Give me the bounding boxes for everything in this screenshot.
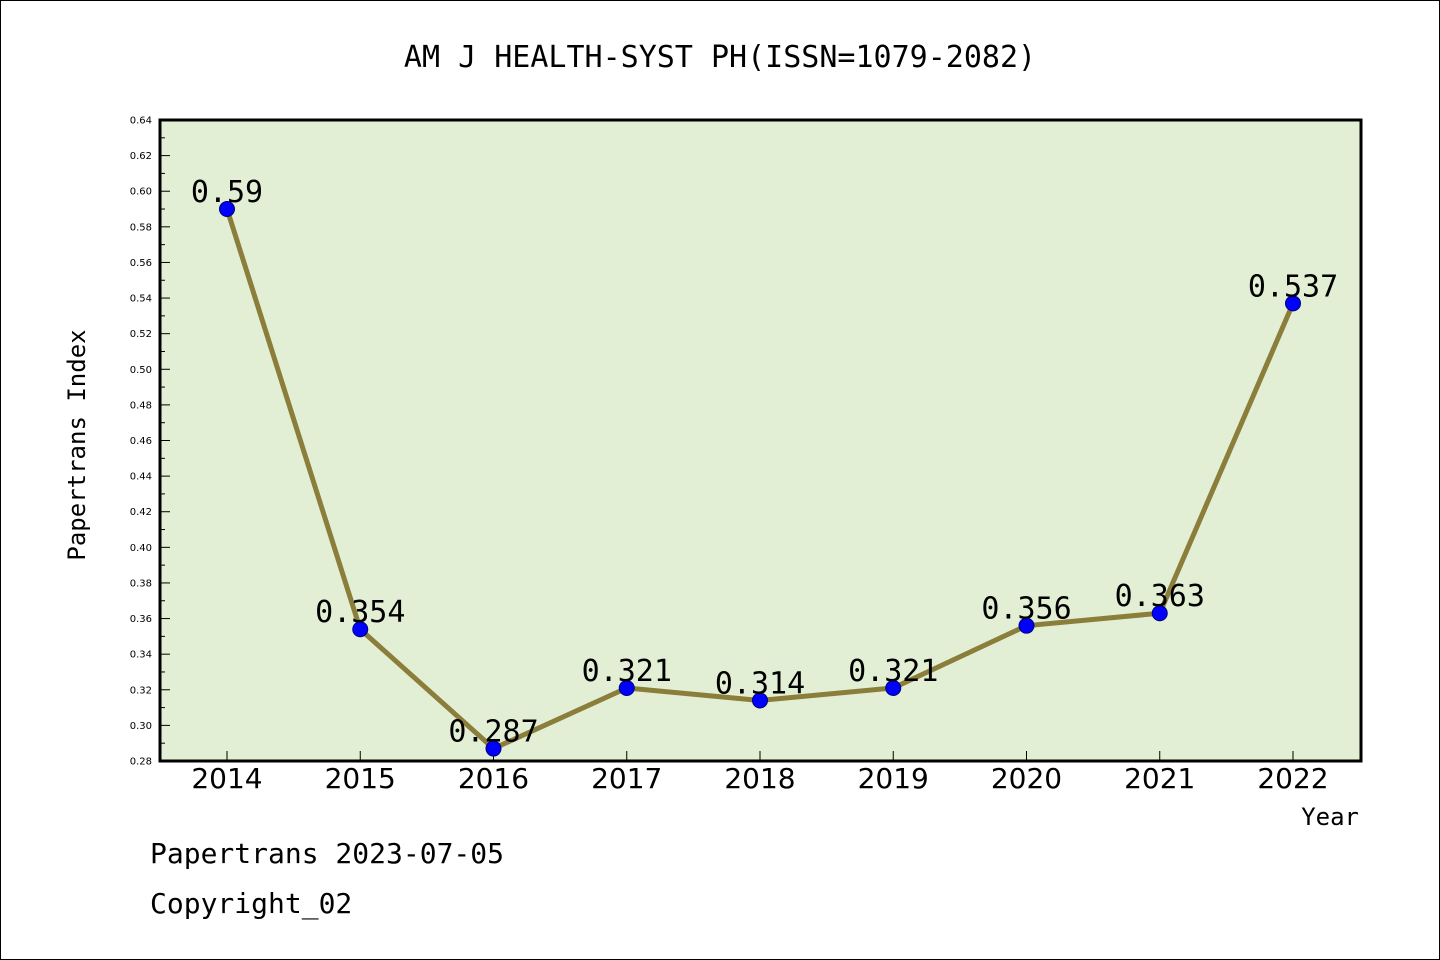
x-tick-label: 2022 [1257,762,1328,795]
data-point [1018,617,1035,634]
x-tick-label: 2019 [858,762,929,795]
data-label: 0.321 [582,654,672,689]
x-axis-title: Year [1301,803,1359,831]
data-point [1151,605,1168,622]
y-axis: 0.28 0.30 0.32 0.34 0.36 0.38 0.40 0.42 0.44 0.46… [130,116,170,768]
x-tick-label: 2020 [991,762,1062,795]
plot-area [158,118,1363,763]
data-point [352,621,369,638]
y-tick-label: 0.62 [130,151,152,162]
x-tick-label: 2014 [191,762,262,795]
data-label: 0.363 [1115,579,1205,614]
y-tick-label: 0.52 [130,329,152,340]
data-point [485,740,502,757]
data-label: 0.321 [848,654,938,689]
y-tick-label: 0.30 [130,721,152,732]
data-labels: 0.59 0.354 0.287 0.321 0.314 0.321 0.356 0.363 0… [191,175,1338,750]
y-tick-label: 0.58 [130,222,152,233]
x-tick-label: 2018 [724,762,795,795]
data-label: 0.356 [981,592,1071,627]
series-markers [219,201,1301,757]
y-tick-label: 0.44 [130,472,152,483]
y-tick-label: 0.36 [130,614,152,625]
data-label: 0.537 [1248,269,1338,304]
y-tick-label: 0.40 [130,543,152,554]
y-tick-label: 0.56 [130,258,152,269]
data-label: 0.354 [315,595,405,630]
y-tick-label: 0.38 [130,578,152,589]
y-tick-label: 0.54 [130,294,152,305]
x-axis: 2014 2015 2016 2017 2018 2019 2020 2021 2022 [191,751,1329,795]
data-label: 0.59 [191,175,263,210]
y-tick-label: 0.64 [130,116,152,127]
x-tick-label: 2016 [458,762,529,795]
footer-copyright: Copyright_02 [150,887,352,921]
footer-date: Papertrans 2023-07-05 [150,837,504,870]
data-point [1285,295,1301,312]
data-label: 0.287 [448,715,538,750]
y-tick-label: 0.34 [130,650,152,661]
x-tick-label: 2017 [591,762,662,795]
data-point [752,692,768,709]
chart-title: AM J HEALTH-SYST PH(ISSN=1079-2082) [404,40,1036,75]
y-tick-label: 0.60 [130,187,152,198]
data-point [885,679,902,696]
y-tick-label: 0.50 [130,365,152,376]
y-tick-label: 0.32 [130,685,152,696]
data-point [618,679,635,696]
y-tick-label: 0.46 [130,436,152,447]
data-label: 0.314 [715,666,805,701]
x-tick-label: 2015 [325,762,396,795]
x-tick-label: 2021 [1124,762,1195,795]
y-tick-label: 0.42 [130,507,152,518]
data-point [219,201,235,218]
y-tick-label: 0.48 [130,400,152,411]
y-tick-label: 0.28 [130,757,152,768]
y-axis-title: Papertrans Index [63,329,91,560]
